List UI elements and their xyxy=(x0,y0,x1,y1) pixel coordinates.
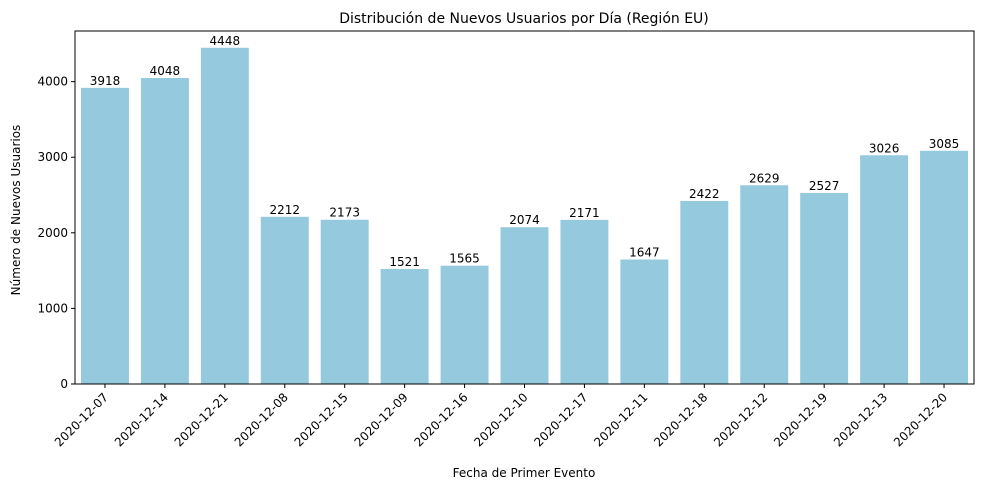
data-label-2020-12-09: 1521 xyxy=(389,255,420,269)
bar-2020-12-10 xyxy=(500,227,549,384)
x-tick-label: 2020-12-21 xyxy=(172,390,231,449)
bar-2020-12-07 xyxy=(80,87,129,384)
data-label-2020-12-21: 4448 xyxy=(210,34,241,48)
bar-2020-12-17 xyxy=(560,219,609,384)
data-label-2020-12-16: 1565 xyxy=(449,252,480,266)
y-tick-label: 0 xyxy=(60,377,68,391)
data-label-2020-12-08: 2212 xyxy=(269,203,300,217)
data-label-2020-12-15: 2173 xyxy=(329,206,360,220)
data-label-2020-12-17: 2171 xyxy=(569,206,600,220)
y-axis-label: Número de Nuevos Usuarios xyxy=(9,125,23,296)
bar-2020-12-15 xyxy=(320,219,369,384)
bar-2020-12-13 xyxy=(860,155,909,384)
bar-2020-12-14 xyxy=(140,78,189,385)
bar-2020-12-19 xyxy=(800,192,849,384)
y-tick-label: 2000 xyxy=(37,226,68,240)
x-tick-label: 2020-12-16 xyxy=(411,390,470,449)
x-tick-label: 2020-12-17 xyxy=(531,390,590,449)
data-label-2020-12-18: 2422 xyxy=(689,187,720,201)
data-label-2020-12-11: 1647 xyxy=(629,246,660,260)
x-tick-label: 2020-12-18 xyxy=(651,390,710,449)
x-tick-label: 2020-12-19 xyxy=(771,390,830,449)
x-tick-label: 2020-12-11 xyxy=(591,390,650,449)
data-label-2020-12-13: 3026 xyxy=(869,141,900,155)
bar-2020-12-20 xyxy=(920,150,969,384)
x-tick-label: 2020-12-12 xyxy=(711,390,770,449)
data-label-2020-12-20: 3085 xyxy=(929,137,960,151)
bar-2020-12-16 xyxy=(440,265,489,384)
bar-2020-12-09 xyxy=(380,269,429,384)
x-tick-label: 2020-12-07 xyxy=(52,390,111,449)
bar-2020-12-12 xyxy=(740,185,789,384)
bar-2020-12-18 xyxy=(680,200,729,384)
bar-2020-12-08 xyxy=(260,216,309,384)
y-tick-label: 3000 xyxy=(37,150,68,164)
x-tick-label: 2020-12-20 xyxy=(891,390,950,449)
y-tick-label: 1000 xyxy=(37,301,68,315)
data-label-2020-12-12: 2629 xyxy=(749,171,780,185)
data-label-2020-12-14: 4048 xyxy=(150,64,181,78)
x-tick-label: 2020-12-09 xyxy=(352,390,411,449)
data-label-2020-12-10: 2074 xyxy=(509,213,540,227)
x-tick-label: 2020-12-10 xyxy=(471,390,530,449)
bar-2020-12-21 xyxy=(200,47,249,384)
x-tick-label: 2020-12-15 xyxy=(292,390,351,449)
x-tick-label: 2020-12-14 xyxy=(112,390,171,449)
y-tick-label: 4000 xyxy=(37,75,68,89)
chart-title: Distribución de Nuevos Usuarios por Día … xyxy=(339,11,709,27)
x-tick-label: 2020-12-13 xyxy=(831,390,890,449)
plot-area: 3918 4048 4448 2212 2173 1521 1565 2074 2171 1647… xyxy=(37,30,975,449)
x-axis-label: Fecha de Primer Evento xyxy=(453,466,596,480)
bar-2020-12-11 xyxy=(620,259,669,384)
data-label-2020-12-07: 3918 xyxy=(90,74,121,88)
data-label-2020-12-19: 2527 xyxy=(809,179,840,193)
x-tick-label: 2020-12-08 xyxy=(232,390,291,449)
